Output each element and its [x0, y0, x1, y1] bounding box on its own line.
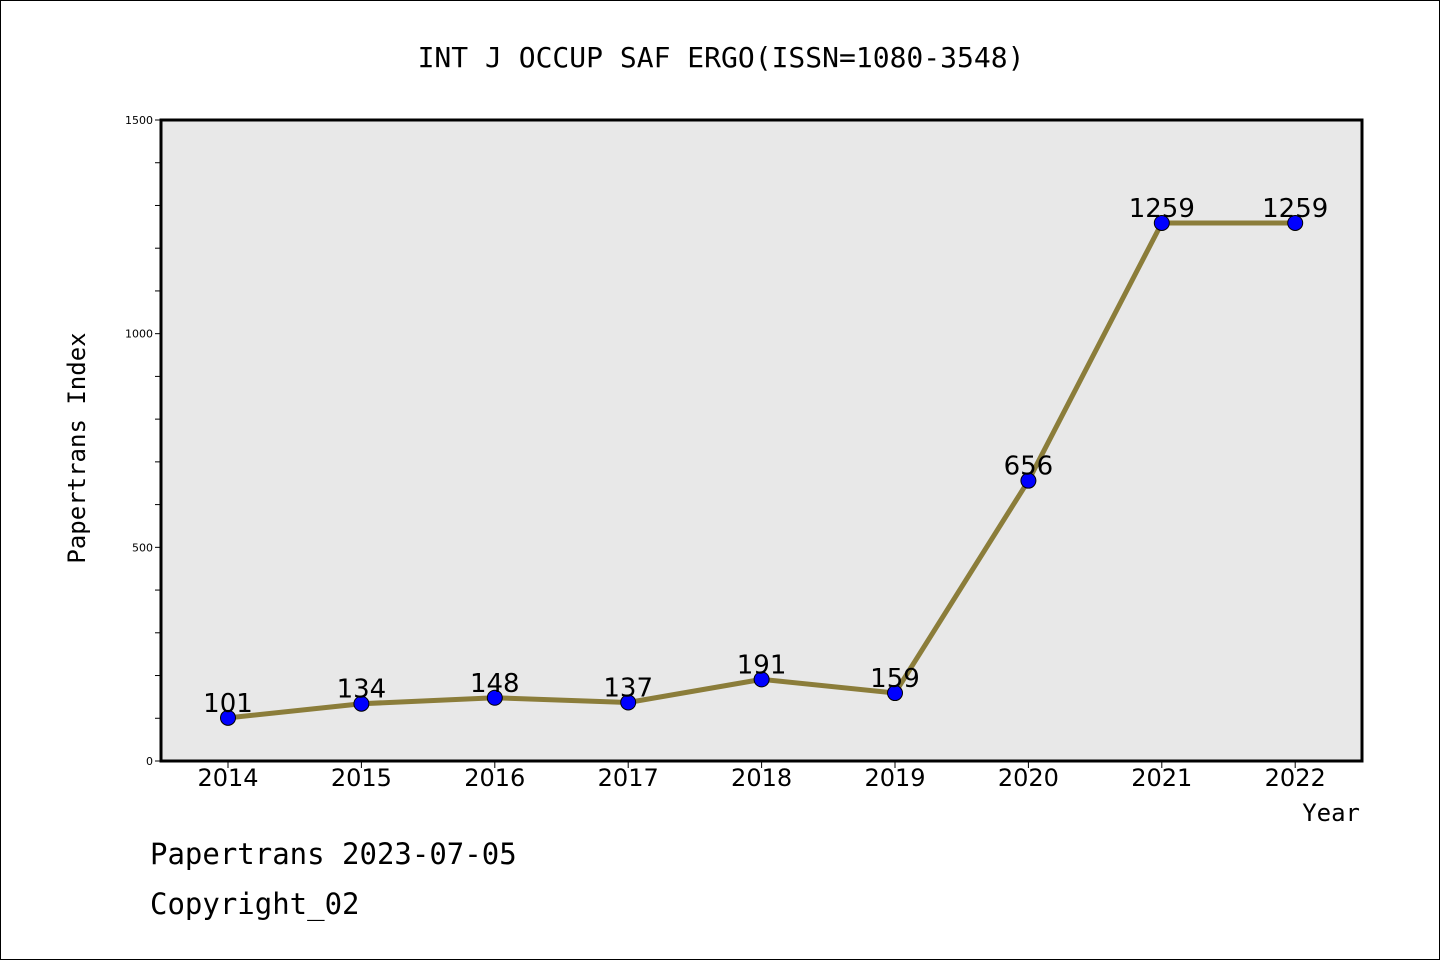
data-point	[486, 689, 503, 706]
x-tick-label: 2021	[1131, 764, 1192, 792]
x-tick-labels: 2014 2015 2016 2017 2018 2019 2020 2021 2022	[197, 764, 1325, 792]
x-tick-label: 2014	[197, 764, 258, 792]
data-label: 159	[870, 664, 920, 694]
data-label: 101	[203, 689, 253, 719]
data-label: 137	[603, 673, 653, 703]
x-tick-label: 2020	[998, 764, 1059, 792]
y-axis-label: Papertrans Index	[63, 332, 91, 563]
data-point	[220, 709, 236, 726]
data-point	[620, 694, 637, 711]
data-point	[1153, 214, 1170, 231]
y-tick-label: 0	[146, 755, 153, 768]
y-tick-label: 1000	[125, 328, 153, 341]
x-axis-label: Year	[1302, 799, 1360, 827]
x-tick-label: 2022	[1265, 764, 1326, 792]
data-point	[1020, 472, 1037, 489]
data-point	[353, 695, 370, 712]
x-tick-label: 2016	[464, 764, 525, 792]
y-tick-labels: 0 500 1000 1500	[125, 114, 153, 768]
chart-title: INT J OCCUP SAF ERGO(ISSN=1080-3548)	[418, 41, 1025, 74]
data-label: 148	[470, 669, 520, 699]
data-point	[1287, 214, 1304, 231]
data-label: 134	[337, 675, 387, 705]
x-tick-label: 2015	[331, 764, 392, 792]
x-tick-label: 2019	[864, 764, 925, 792]
data-markers	[220, 214, 1304, 726]
data-label: 1259	[1262, 194, 1328, 224]
data-label: 656	[1004, 452, 1054, 482]
y-minor-ticks	[155, 119, 161, 762]
footer-date: Papertrans 2023-07-05	[150, 837, 517, 871]
data-label: 191	[737, 650, 787, 680]
x-tick-label: 2017	[598, 764, 659, 792]
footer-copyright: Copyright_02	[150, 887, 360, 921]
x-tick-label: 2018	[731, 764, 792, 792]
data-point	[887, 685, 903, 702]
data-labels: 101 134 148 137 191 159 656 1259 1259	[203, 194, 1328, 719]
y-tick-label: 500	[132, 541, 153, 554]
y-tick-label: 1500	[125, 114, 153, 127]
data-label: 1259	[1129, 194, 1195, 224]
x-ticks	[227, 761, 1296, 768]
data-point	[753, 671, 770, 688]
